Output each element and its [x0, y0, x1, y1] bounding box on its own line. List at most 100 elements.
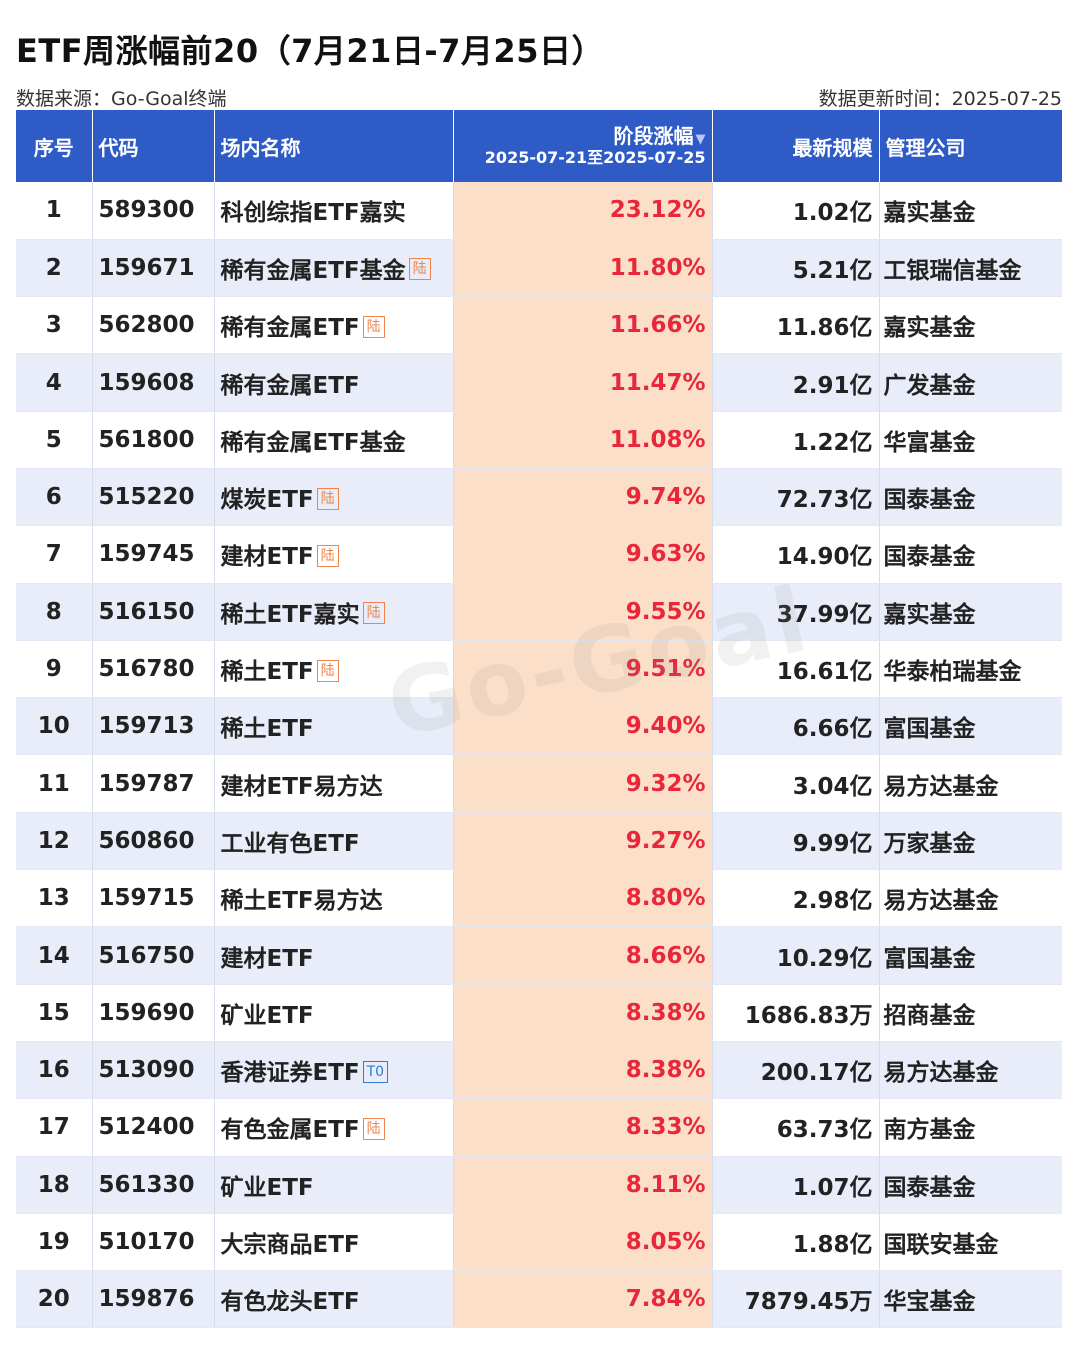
row-scale: 1686.83万 [712, 984, 880, 1042]
row-code: 159745 [92, 525, 215, 584]
row-index: 17 [16, 1098, 93, 1157]
row-company: 易方达基金 [879, 754, 1062, 813]
row-scale: 1.88亿 [712, 1213, 880, 1272]
row-company: 工银瑞信基金 [879, 239, 1062, 298]
row-name-cell: 稀土ETF [214, 697, 454, 756]
table-row[interactable]: 14 516750 建材ETF 8.66% 10.29亿 富国基金 [16, 926, 1062, 985]
row-company: 嘉实基金 [879, 296, 1062, 355]
row-index: 20 [16, 1270, 93, 1329]
header-scale[interactable]: 最新规模 [712, 110, 880, 182]
row-name-cell: 煤炭ETF 陆 [214, 468, 454, 527]
row-company: 易方达基金 [879, 1041, 1062, 1100]
table-row[interactable]: 9 516780 稀土ETF 陆 9.51% 16.61亿 华泰柏瑞基金 [16, 640, 1062, 699]
table-row[interactable]: 13 159715 稀土ETF易方达 8.80% 2.98亿 易方达基金 [16, 869, 1062, 928]
row-name: 稀有金属ETF基金 [220, 257, 406, 284]
row-name: 有色龙头ETF [220, 1289, 360, 1316]
table-row[interactable]: 7 159745 建材ETF 陆 9.63% 14.90亿 国泰基金 [16, 525, 1062, 584]
row-change: 9.32% [453, 754, 713, 813]
row-name-cell: 稀有金属ETF基金陆 [214, 239, 454, 298]
row-code: 159715 [92, 869, 215, 928]
row-code: 159608 [92, 353, 215, 412]
row-name: 建材ETF [220, 544, 314, 571]
row-scale: 63.73亿 [712, 1098, 880, 1157]
row-name: 稀有金属ETF [220, 372, 360, 399]
table-row[interactable]: 10 159713 稀土ETF 9.40% 6.66亿 富国基金 [16, 697, 1062, 756]
row-code: 510170 [92, 1213, 215, 1272]
table-row[interactable]: 20 159876 有色龙头ETF 7.84% 7879.45万 华宝基金 [16, 1270, 1062, 1329]
row-change: 8.80% [453, 869, 713, 928]
row-scale: 16.61亿 [712, 640, 880, 699]
header-code[interactable]: 代码 [92, 110, 215, 182]
header-name[interactable]: 场内名称 [214, 110, 454, 182]
row-index: 11 [16, 754, 93, 813]
row-company: 国泰基金 [879, 1156, 1062, 1214]
row-name: 建材ETF易方达 [220, 773, 383, 800]
row-company: 易方达基金 [879, 869, 1062, 928]
table-row[interactable]: 6 515220 煤炭ETF 陆 9.74% 72.73亿 国泰基金 [16, 468, 1062, 527]
header-idx[interactable]: 序号 [16, 110, 93, 182]
table-row[interactable]: 16 513090 香港证券ETF T0 8.38% 200.17亿 易方达基金 [16, 1041, 1062, 1100]
row-company: 广发基金 [879, 353, 1062, 412]
row-name-cell: 大宗商品ETF [214, 1213, 454, 1272]
row-name: 科创综指ETF嘉实 [220, 200, 406, 227]
table-row[interactable]: 1 589300 科创综指ETF嘉实 23.12% 1.02亿 嘉实基金 [16, 182, 1062, 240]
row-index: 14 [16, 926, 93, 985]
table-row[interactable]: 11 159787 建材ETF易方达 9.32% 3.04亿 易方达基金 [16, 754, 1062, 813]
table-row[interactable]: 5 561800 稀有金属ETF基金 11.08% 1.22亿 华富基金 [16, 411, 1062, 469]
row-index: 18 [16, 1156, 93, 1214]
row-code: 516780 [92, 640, 215, 699]
row-tag-badge: 陆 [362, 315, 385, 338]
row-name-cell: 稀有金属ETF [214, 353, 454, 412]
table-row[interactable]: 15 159690 矿业ETF 8.38% 1686.83万 招商基金 [16, 984, 1062, 1042]
table-row[interactable]: 17 512400 有色金属ETF 陆 8.33% 63.73亿 南方基金 [16, 1098, 1062, 1157]
row-name-cell: 有色龙头ETF [214, 1270, 454, 1329]
row-company: 万家基金 [879, 812, 1062, 871]
row-change: 11.80% [453, 239, 713, 298]
row-scale: 2.91亿 [712, 353, 880, 412]
header-change[interactable]: 阶段涨幅 ▼ 2025-07-21至2025-07-25 [453, 110, 713, 182]
row-scale: 1.02亿 [712, 182, 880, 240]
row-scale: 7879.45万 [712, 1270, 880, 1329]
row-name-cell: 有色金属ETF 陆 [214, 1098, 454, 1157]
table-body: 1 589300 科创综指ETF嘉实 23.12% 1.02亿 嘉实基金 2 159671 稀有… [16, 182, 1062, 1329]
row-code: 513090 [92, 1041, 215, 1100]
table-row[interactable]: 12 560860 工业有色ETF 9.27% 9.99亿 万家基金 [16, 812, 1062, 871]
row-tag-badge: 陆 [408, 258, 431, 281]
row-name-cell: 稀土ETF 陆 [214, 640, 454, 699]
table-row[interactable]: 2 159671 稀有金属ETF基金陆 11.80% 5.21亿 工银瑞信基金 [16, 239, 1062, 298]
row-name-cell: 稀土ETF易方达 [214, 869, 454, 928]
table-row[interactable]: 3 562800 稀有金属ETF 陆 11.66% 11.86亿 嘉实基金 [16, 296, 1062, 355]
table-row[interactable]: 4 159608 稀有金属ETF 11.47% 2.91亿 广发基金 [16, 353, 1062, 412]
row-scale: 14.90亿 [712, 525, 880, 584]
table-row[interactable]: 19 510170 大宗商品ETF 8.05% 1.88亿 国联安基金 [16, 1213, 1062, 1272]
sort-desc-icon[interactable]: ▼ [695, 132, 706, 148]
row-tag-badge: 陆 [362, 1117, 385, 1140]
header-company[interactable]: 管理公司 [879, 110, 1062, 182]
row-scale: 3.04亿 [712, 754, 880, 813]
row-change: 23.12% [453, 182, 713, 240]
table-row[interactable]: 8 516150 稀土ETF嘉实陆 9.55% 37.99亿 嘉实基金 [16, 583, 1062, 641]
row-company: 国泰基金 [879, 468, 1062, 527]
row-index: 7 [16, 525, 93, 584]
row-code: 516750 [92, 926, 215, 985]
row-company: 嘉实基金 [879, 583, 1062, 641]
row-company: 华富基金 [879, 411, 1062, 469]
row-scale: 11.86亿 [712, 296, 880, 355]
row-company: 国联安基金 [879, 1213, 1062, 1272]
row-scale: 37.99亿 [712, 583, 880, 641]
row-name-cell: 稀有金属ETF基金 [214, 411, 454, 469]
row-index: 15 [16, 984, 93, 1042]
row-code: 512400 [92, 1098, 215, 1157]
table-header-row: 序号 代码 场内名称 阶段涨幅 ▼ 2025-07-21至2025-07-25 最… [16, 110, 1062, 182]
row-name: 大宗商品ETF [220, 1231, 360, 1258]
row-change: 8.11% [453, 1156, 713, 1214]
row-name-cell: 建材ETF易方达 [214, 754, 454, 813]
row-company: 嘉实基金 [879, 182, 1062, 240]
row-index: 13 [16, 869, 93, 928]
row-name: 煤炭ETF [220, 487, 314, 514]
row-code: 516150 [92, 583, 215, 641]
row-name: 稀土ETF嘉实 [220, 601, 360, 628]
row-name: 矿业ETF [220, 1002, 314, 1029]
row-company: 富国基金 [879, 697, 1062, 756]
table-row[interactable]: 18 561330 矿业ETF 8.11% 1.07亿 国泰基金 [16, 1156, 1062, 1214]
